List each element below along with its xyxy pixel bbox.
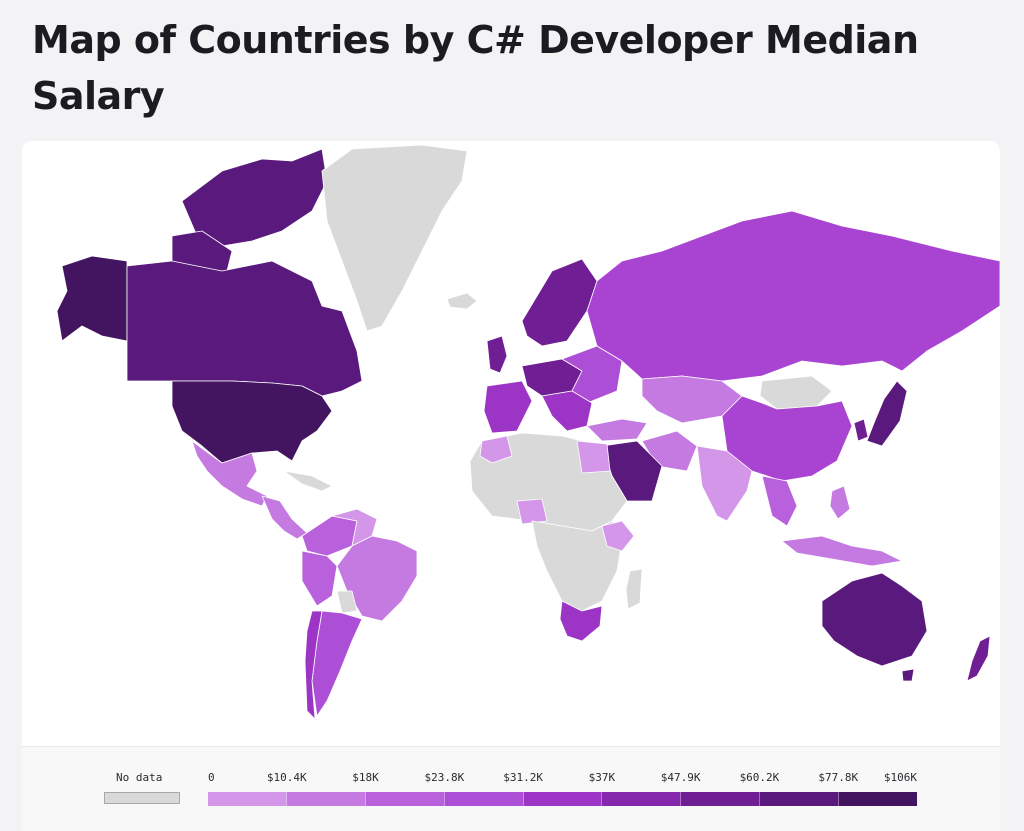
country-india[interactable] — [696, 445, 753, 522]
country-canada[interactable] — [126, 260, 363, 397]
country-chile[interactable] — [304, 610, 323, 720]
country-caribbean[interactable] — [283, 470, 333, 492]
scale-segment-9 — [839, 792, 918, 806]
no-data-swatch — [104, 792, 180, 804]
scale-segment-3 — [365, 792, 445, 806]
legend: No data 0 $10.4K $18K $23.8K $31.2K $37K $47.9… — [22, 746, 1000, 831]
country-central-america[interactable] — [261, 495, 308, 540]
country-bolivia[interactable] — [336, 590, 358, 614]
color-scale-bar — [208, 792, 918, 806]
country-greenland[interactable] — [321, 144, 468, 332]
scale-segment-5 — [523, 792, 603, 806]
country-tasmania[interactable] — [901, 668, 915, 682]
scale-tick-8: $77.8K — [818, 771, 859, 784]
country-mongolia[interactable] — [759, 375, 833, 410]
scale-tick-9: $106K — [883, 771, 917, 784]
scale-segment-2 — [286, 792, 366, 806]
scale-tick-2: $18K — [352, 771, 379, 784]
country-usa[interactable] — [171, 380, 333, 464]
scale-tick-0: 0 — [208, 771, 215, 784]
country-peru[interactable] — [301, 550, 338, 607]
scale-tick-1: $10.4K — [266, 771, 307, 784]
country-scandinavia[interactable] — [521, 258, 598, 347]
scale-segment-6 — [602, 792, 682, 806]
country-new-zealand[interactable] — [966, 635, 991, 682]
country-japan[interactable] — [866, 380, 908, 447]
scale-segment-8 — [760, 792, 840, 806]
scale-tick-5: $37K — [588, 771, 616, 784]
country-indonesia[interactable] — [781, 535, 903, 567]
country-nigeria[interactable] — [516, 498, 548, 525]
scale-tick-4: $31.2K — [503, 771, 543, 784]
country-egypt[interactable] — [576, 440, 611, 474]
scale-segment-1 — [208, 792, 287, 806]
scale-tick-7: $60.2K — [739, 771, 780, 784]
country-madagascar[interactable] — [625, 568, 643, 610]
country-kenya[interactable] — [601, 520, 635, 552]
country-turkey[interactable] — [586, 418, 648, 442]
scale-segment-7 — [681, 792, 761, 806]
country-russia[interactable] — [586, 210, 1000, 382]
country-morocco[interactable] — [479, 435, 513, 464]
page-title: Map of Countries by C# Developer Median … — [32, 18, 919, 118]
map-card: No data 0 $10.4K $18K $23.8K $31.2K $37K $47.9… — [22, 141, 1000, 831]
country-brazil[interactable] — [336, 535, 418, 622]
country-france-spain[interactable] — [483, 380, 533, 434]
country-central-africa[interactable] — [531, 520, 623, 612]
country-iceland[interactable] — [446, 292, 478, 310]
world-map[interactable] — [22, 141, 1000, 746]
country-australia[interactable] — [821, 572, 928, 667]
country-korea[interactable] — [853, 418, 869, 442]
country-south-africa[interactable] — [559, 600, 603, 642]
scale-segment-4 — [444, 792, 524, 806]
scale-tick-3: $23.8K — [424, 771, 465, 784]
country-canada-islands[interactable] — [181, 148, 328, 247]
country-southeast-asia[interactable] — [761, 475, 798, 527]
country-uk[interactable] — [486, 335, 508, 374]
no-data-label: No data — [116, 771, 163, 784]
scale-tick-6: $47.9K — [660, 771, 701, 784]
country-philippines[interactable] — [829, 485, 851, 520]
country-usa-alaska[interactable] — [56, 255, 128, 342]
